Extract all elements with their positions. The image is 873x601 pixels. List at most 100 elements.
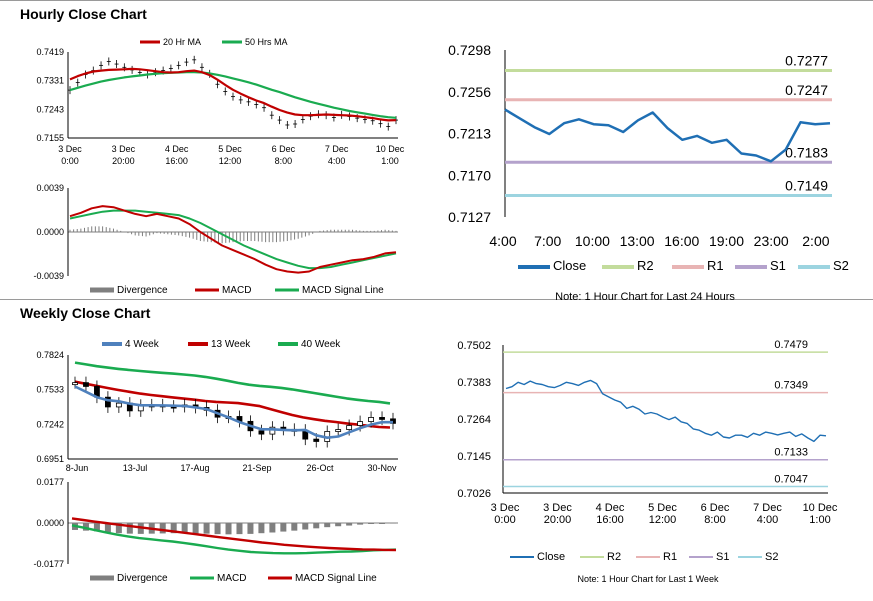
weekly-candle-body bbox=[104, 396, 111, 408]
hourly-price-xtick: 16:00 bbox=[165, 156, 188, 166]
weekly-macd-ytick: 0.0177 bbox=[36, 477, 64, 487]
weekly-candle-body bbox=[335, 429, 342, 432]
weekly-1w-level-label-r2: 0.7479 bbox=[774, 339, 808, 351]
hourly-price-bar bbox=[114, 60, 119, 69]
hourly-price-bar bbox=[262, 103, 267, 112]
weekly-macd-divergence-bar bbox=[192, 523, 199, 534]
hourly-price-ytick: 0.7419 bbox=[36, 47, 64, 57]
hourly-price-bar bbox=[300, 115, 305, 124]
hourly-24h-xtick: 7:00 bbox=[534, 233, 561, 249]
weekly-1w-legend-r2-label: R2 bbox=[607, 551, 621, 563]
weekly-candle bbox=[280, 421, 287, 436]
weekly-price-ytick: 0.7533 bbox=[36, 385, 64, 395]
weekly-candle bbox=[137, 399, 144, 417]
hourly-24h-level-label-s2: 0.7149 bbox=[785, 178, 828, 194]
hourly-price-bar bbox=[106, 57, 111, 66]
weekly-macd-divergence-bar bbox=[236, 523, 243, 535]
weekly-1w-xtick: 3 Dec bbox=[543, 502, 572, 514]
weekly-1w-legend-close-swatch bbox=[510, 556, 534, 558]
weekly-macd-divergence-bar bbox=[291, 523, 298, 531]
hourly-price-bar bbox=[269, 111, 274, 120]
hourly-macd-legend-macd-swatch bbox=[195, 288, 219, 292]
weekly-candle bbox=[104, 391, 111, 413]
weekly-macd-divergence-bar bbox=[324, 523, 331, 528]
weekly-4wk-line bbox=[74, 385, 393, 440]
hourly-24h-level-label-r2: 0.7277 bbox=[785, 53, 828, 69]
weekly-macd-divergence-bar bbox=[379, 523, 386, 524]
weekly-1w-xtick: 4:00 bbox=[757, 514, 778, 526]
weekly-macd-divergence-bar bbox=[203, 523, 210, 534]
weekly-macd-divergence-bar bbox=[214, 523, 221, 535]
hourly-24h-legend-close-label: Close bbox=[553, 258, 586, 273]
weekly-candle-body bbox=[115, 402, 122, 408]
hourly-price-bar bbox=[215, 80, 220, 89]
weekly-1w-legend-r1-label: R1 bbox=[663, 551, 677, 563]
hourly-price-xtick: 6 Dec bbox=[272, 144, 296, 154]
hourly-macd-legend-signal-swatch bbox=[275, 288, 299, 292]
hourly-price-xtick: 1:00 bbox=[381, 156, 399, 166]
hourly-macd-legend-macd-label: MACD bbox=[222, 285, 251, 296]
hourly-macd-ytick: 0.0039 bbox=[36, 183, 64, 193]
hourly-price-xtick: 4 Dec bbox=[165, 144, 189, 154]
weekly-1w-legend-r1-swatch bbox=[636, 556, 660, 558]
weekly-macd-divergence-bar bbox=[159, 523, 166, 534]
weekly-candle-body bbox=[258, 430, 265, 435]
top-border bbox=[0, 0, 873, 1]
hourly-24h-ytick: 0.7256 bbox=[448, 84, 491, 100]
weekly-candle bbox=[83, 376, 89, 393]
weekly-macd-divergence-bar bbox=[280, 523, 287, 532]
hourly-price-ytick: 0.7155 bbox=[36, 133, 64, 143]
weekly-1w-legend-s1-swatch bbox=[689, 556, 713, 558]
hourly-24h-ytick: 0.7127 bbox=[448, 209, 491, 225]
hourly-price-bar bbox=[386, 122, 391, 131]
weekly-macd-divergence-bar bbox=[225, 523, 232, 535]
weekly-1w-legend-s2-label: S2 bbox=[765, 551, 778, 563]
weekly-macd-divergence-bar bbox=[247, 523, 254, 534]
weekly-1w-close-line bbox=[505, 379, 827, 443]
hourly-24h-ytick: 0.7213 bbox=[448, 126, 491, 142]
weekly-1w-xtick: 0:00 bbox=[494, 514, 515, 526]
hourly-macd-line bbox=[69, 205, 397, 274]
hourly-macd-legend-divergence-swatch bbox=[90, 287, 114, 293]
weekly-candle bbox=[94, 380, 100, 404]
weekly-macd-legend-divergence-label: Divergence bbox=[117, 573, 168, 584]
hourly-price-bar bbox=[223, 87, 228, 96]
hourly-price-xtick: 7 Dec bbox=[325, 144, 349, 154]
weekly-candle-body bbox=[313, 438, 320, 442]
weekly-1w-legend-close-label: Close bbox=[537, 551, 565, 563]
hourly-24h-xtick: 23:00 bbox=[754, 233, 789, 249]
hourly-price-xtick: 3 Dec bbox=[112, 144, 136, 154]
hourly-24h-xtick: 19:00 bbox=[709, 233, 744, 249]
hourly-price-bar bbox=[231, 92, 235, 101]
weekly-macd-divergence-bar bbox=[390, 522, 396, 524]
hourly-24h-ytick: 0.7298 bbox=[448, 42, 491, 58]
hourly-24h-legend-s1-swatch bbox=[735, 265, 767, 269]
hourly-title: Hourly Close Chart bbox=[20, 6, 147, 22]
weekly-price-xtick: 21-Sep bbox=[242, 463, 271, 473]
weekly-1w-legend-s1-label: S1 bbox=[716, 551, 729, 563]
weekly-1w-xtick: 12:00 bbox=[649, 514, 677, 526]
weekly-macd-ytick: -0.0177 bbox=[33, 559, 64, 569]
weekly-1w-xtick: 20:00 bbox=[544, 514, 572, 526]
weekly-macd-legend-signal-label: MACD Signal Line bbox=[295, 573, 377, 584]
weekly-legend-4wk-swatch bbox=[102, 342, 122, 346]
hourly-24h-close-line bbox=[504, 108, 831, 163]
weekly-candle-body bbox=[368, 417, 374, 422]
weekly-macd-divergence-bar bbox=[181, 523, 188, 534]
weekly-candle bbox=[258, 424, 265, 441]
weekly-price-xtick: 17-Aug bbox=[180, 463, 209, 473]
hourly-price-bar bbox=[184, 58, 189, 67]
hourly-24h-legend-r2-label: R2 bbox=[637, 258, 654, 273]
weekly-1w-level-label-s2: 0.7047 bbox=[774, 473, 808, 485]
hourly-24h-xtick: 13:00 bbox=[620, 233, 655, 249]
weekly-price-ytick: 0.7242 bbox=[36, 419, 64, 429]
weekly-1w-xtick: 7 Dec bbox=[753, 502, 782, 514]
hourly-24h-xtick: 4:00 bbox=[489, 233, 516, 249]
hourly-price-bar bbox=[254, 100, 259, 109]
hourly-24h-legend-r2-swatch bbox=[602, 265, 634, 269]
weekly-1w-legend-s2-swatch bbox=[738, 556, 762, 558]
weekly-price-ytick: 0.7824 bbox=[36, 350, 64, 360]
weekly-price-xtick: 26-Oct bbox=[306, 463, 334, 473]
weekly-macd-signal-line bbox=[71, 517, 397, 552]
